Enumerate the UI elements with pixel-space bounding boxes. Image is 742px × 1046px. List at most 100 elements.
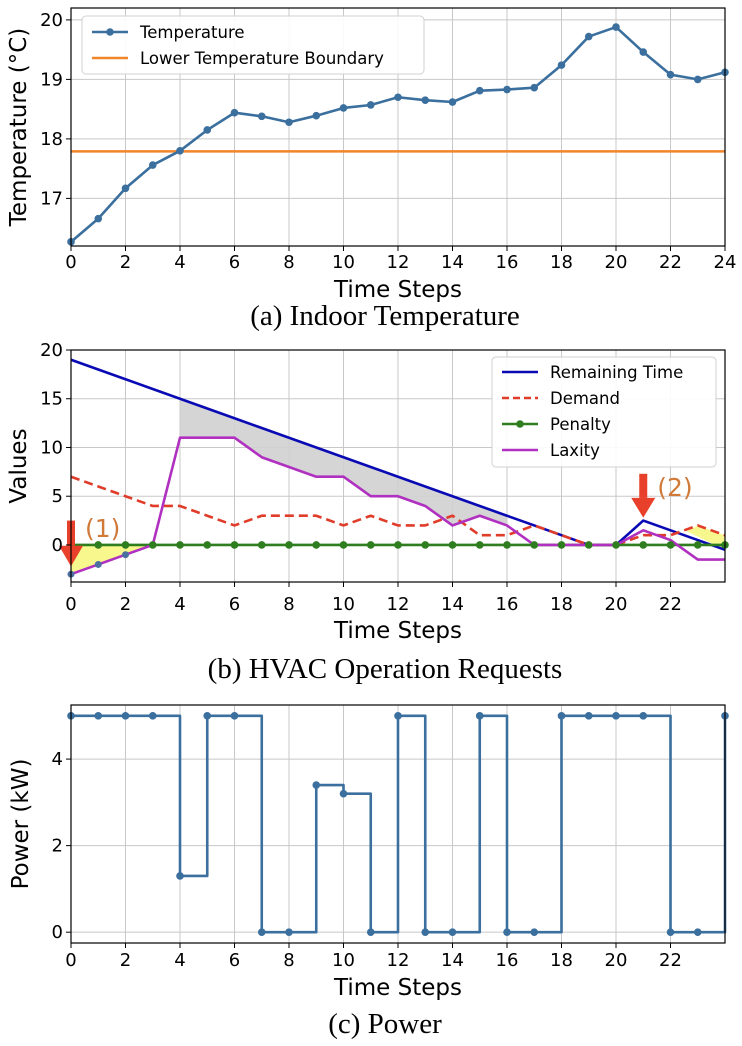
legend-label: Penalty [550, 415, 611, 434]
chart3-x-tick-label: 2 [120, 950, 131, 971]
chart1-data-point [339, 104, 348, 112]
chart1-y-tick-label: 19 [40, 69, 63, 90]
chart2-data-point [639, 541, 648, 549]
chart1-data-point [176, 147, 184, 155]
chart3-data-point [176, 872, 184, 880]
chart2-data-point [503, 541, 511, 549]
chart1-data-point [285, 118, 293, 127]
laxity-data-point [122, 551, 129, 559]
chart2-data-point [584, 541, 593, 549]
hvac-requests-chart: (1) (2) 0 2 4 6 8 10 12 14 16 18 20 22 0 5 10 15 20 Time St… [6, 340, 729, 685]
chart3-y-axis-label: Power (kW) [8, 759, 34, 890]
legend-label: Remaining Time [550, 363, 683, 382]
chart1-data-point [666, 70, 675, 79]
chart2-data-point [257, 541, 266, 549]
chart2-x-tick-label: 6 [229, 594, 240, 615]
chart2-data-point [666, 541, 675, 549]
chart1-data-point [148, 161, 157, 169]
chart3-x-tick-label: 10 [332, 950, 355, 971]
chart2-data-point [339, 541, 348, 549]
chart3-data-point [693, 928, 702, 936]
chart3-data-point [312, 781, 321, 789]
chart2-data-point [612, 541, 620, 549]
chart3-data-point [448, 928, 457, 936]
legend-marker [516, 420, 524, 428]
chart1-x-tick-label: 14 [441, 252, 464, 273]
chart3-data-point [394, 712, 402, 720]
chart2-data-point [230, 541, 239, 549]
chart1-data-point [475, 86, 484, 95]
chart2-data-point [148, 541, 157, 549]
chart2-data-point [285, 541, 293, 549]
chart1-data-point [421, 96, 430, 105]
chart2-x-tick-label: 8 [283, 594, 294, 615]
chart3-y-tick-label: 2 [52, 836, 63, 857]
chart1-y-axis-label: Temperature (°C) [6, 28, 32, 228]
legend-label: Demand [550, 389, 620, 408]
chart1-x-tick-label: 0 [65, 252, 76, 273]
legend-label: Laxity [550, 441, 600, 460]
annotation-arrow-head [631, 497, 656, 518]
chart2-y-tick-label: 10 [40, 437, 63, 458]
chart2-caption: (b) HVAC Operation Requests [208, 653, 563, 685]
chart1-data-point [203, 126, 212, 134]
chart1-y-tick-label: 18 [40, 129, 63, 150]
chart1-data-point [366, 101, 375, 109]
chart1-data-point [394, 93, 402, 102]
chart3-data-point [339, 789, 348, 798]
chart1-data-point [639, 48, 648, 56]
chart1-x-axis-label: Time Steps [333, 277, 462, 303]
chart1-data-point [121, 184, 130, 193]
chart3-series-line-0 [71, 714, 727, 934]
chart2-data-point [312, 541, 321, 549]
chart2-x-tick-label: 16 [496, 594, 519, 615]
chart2-y-axis-label: Values [6, 428, 32, 503]
chart2-data-point [94, 541, 103, 549]
chart1-data-point [584, 32, 593, 41]
chart2-y-tick-label: 20 [40, 340, 63, 361]
chart3-data-point [230, 712, 239, 720]
chart2-x-tick-label: 14 [441, 594, 464, 615]
chart1-x-tick-label: 2 [120, 252, 131, 273]
chart2-data-point [366, 541, 375, 549]
legend-marker [106, 28, 114, 36]
chart1-x-tick-label: 24 [714, 252, 737, 273]
legend-box [81, 15, 425, 75]
chart3-y-tick-label: 0 [52, 922, 63, 943]
legend-label: Lower Temperature Boundary [140, 49, 384, 68]
chart2-y-tick-label: 5 [52, 486, 63, 507]
chart2-series-line-1 [70, 475, 726, 547]
chart2-y-tick-label: 0 [52, 535, 63, 556]
chart1-data-point [94, 214, 103, 223]
chart1-data-point [312, 111, 321, 120]
chart1-y-tick-label: 17 [40, 188, 63, 209]
chart1-data-point [230, 108, 239, 117]
chart2-x-tick-label: 22 [659, 594, 682, 615]
chart1-x-tick-label: 6 [229, 252, 240, 273]
chart1-x-tick-label: 4 [174, 252, 185, 273]
chart3-data-point [121, 712, 130, 720]
chart3-data-point [366, 928, 375, 936]
chart3-data-point [148, 712, 157, 720]
chart1-data-point [257, 112, 266, 121]
chart1-data-point [693, 75, 702, 84]
chart1-x-tick-label: 20 [605, 252, 628, 273]
chart3-data-point [285, 928, 293, 936]
chart1-x-tick-label: 10 [332, 252, 355, 273]
chart3-x-tick-label: 22 [659, 950, 682, 971]
chart1-x-tick-label: 22 [659, 252, 682, 273]
chart2-x-tick-label: 10 [332, 594, 355, 615]
chart1-data-point [448, 98, 457, 106]
chart1-data-point [612, 23, 620, 31]
chart2-data-point [203, 541, 212, 549]
chart3-data-point [557, 712, 566, 720]
chart1-caption: (a) Indoor Temperature [250, 300, 520, 332]
chart2-x-tick-label: 18 [550, 594, 573, 615]
chart3-data-point [94, 712, 103, 720]
chart2-data-point [693, 541, 702, 549]
legend-label: Temperature [139, 23, 245, 42]
chart3-caption: (c) Power [328, 1008, 442, 1040]
chart3-data-point [666, 928, 675, 936]
chart3-data-point [530, 928, 539, 936]
